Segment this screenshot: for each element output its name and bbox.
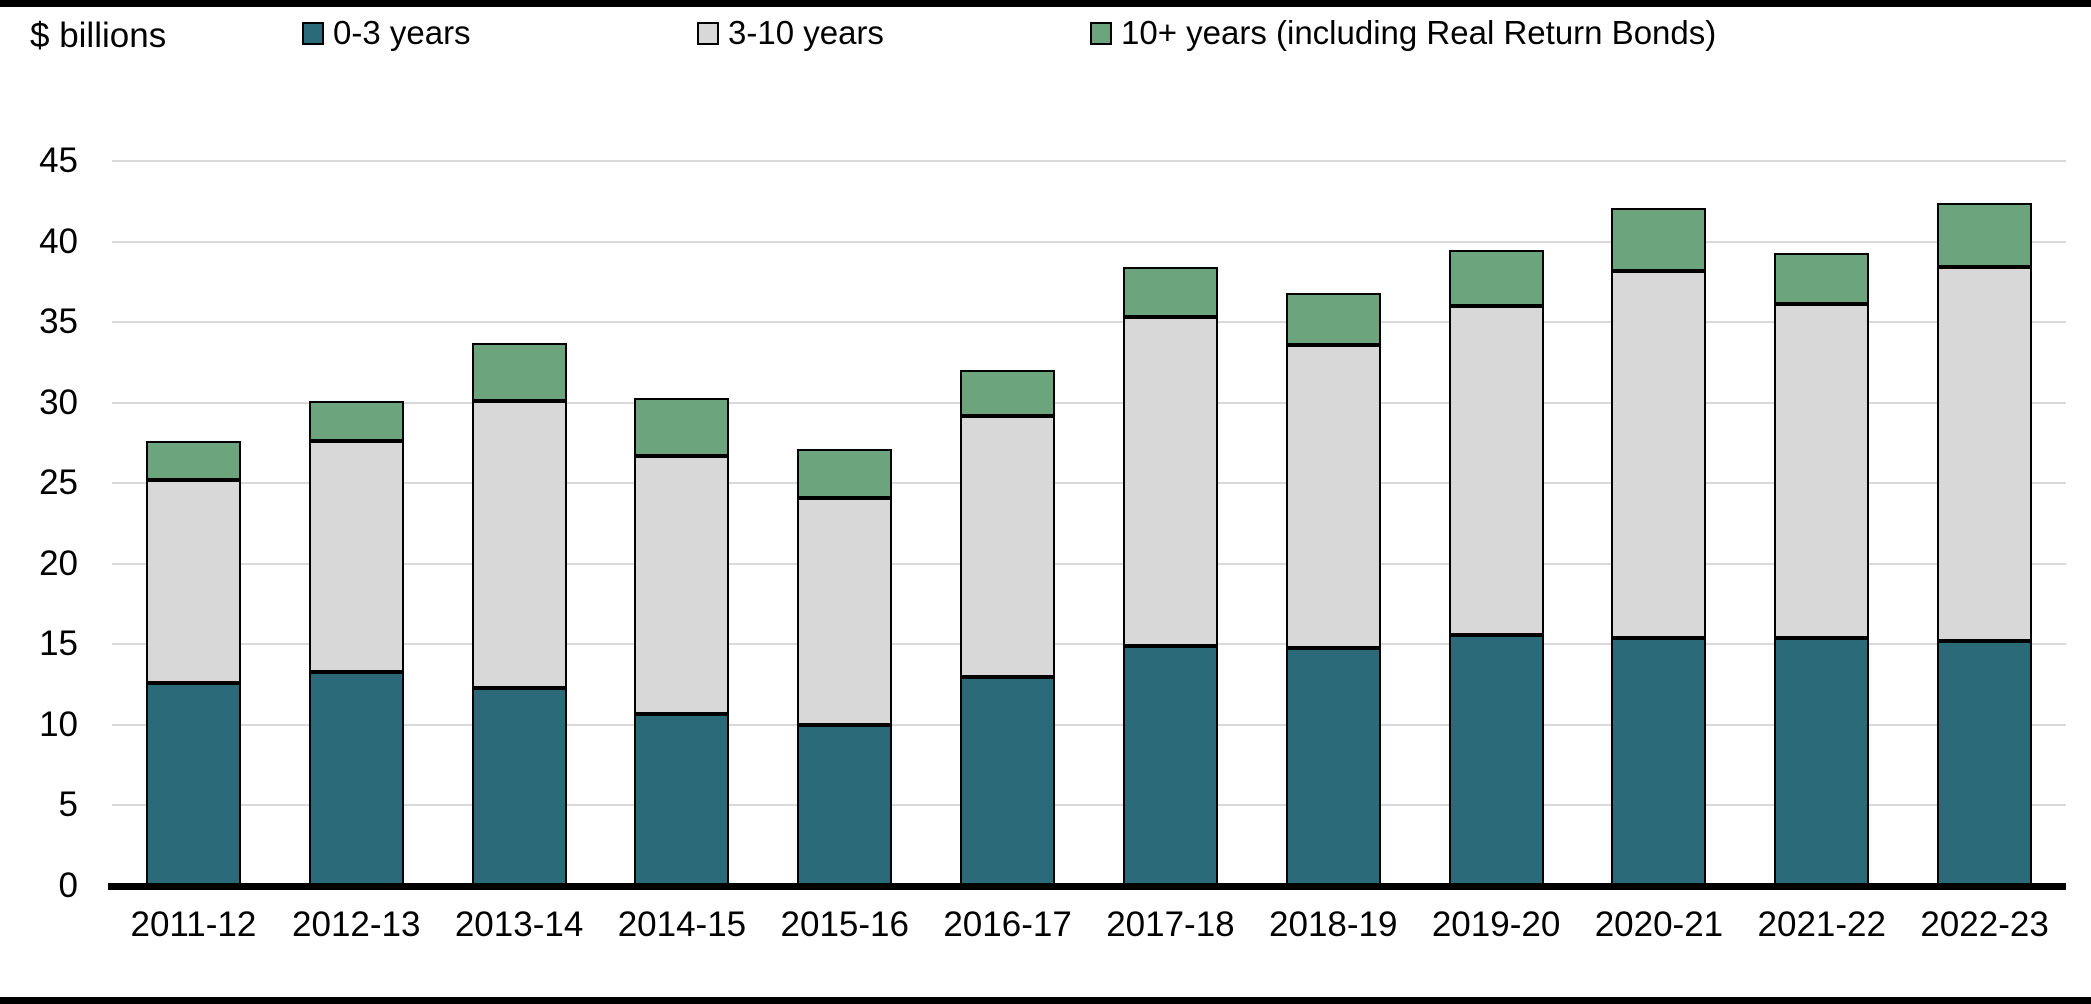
bar-segment-2018-19-10plus (1285, 293, 1381, 345)
y-tick-label-25: 25 (39, 463, 78, 503)
x-tick-label-2011-12: 2011-12 (130, 905, 257, 944)
bar-segment-2014-15-10plus (634, 397, 730, 456)
bar-segment-2020-21-3-10 (1611, 270, 1707, 638)
y-tick-label-10: 10 (39, 704, 78, 744)
bar-segment-2019-20-3-10 (1448, 306, 1544, 635)
bar-segment-2013-14-0-3 (471, 687, 567, 886)
gridline-5 (112, 804, 2066, 807)
bar-segment-2011-12-0-3 (145, 683, 241, 886)
x-tick-label-2021-22: 2021-22 (1757, 905, 1886, 944)
legend-swatch-3-10-years (697, 21, 719, 45)
legend-swatch-10-plus-years (1090, 21, 1112, 45)
x-tick-label-2013-14: 2013-14 (454, 905, 584, 944)
gridline-45 (112, 160, 2066, 162)
bar-segment-2017-18-3-10 (1122, 317, 1218, 646)
y-tick-label-20: 20 (39, 543, 78, 583)
x-tick-label-2022-23: 2022-23 (1920, 905, 2049, 944)
y-axis-units-label: $ billions (30, 16, 167, 55)
bar-segment-2020-21-0-3 (1611, 637, 1707, 886)
bar-segment-2017-18-0-3 (1122, 645, 1218, 886)
bar-segment-2022-23-10plus (1937, 202, 2033, 268)
legend-item-0-3-years: 0-3 years (302, 14, 471, 52)
bar-segment-2013-14-3-10 (471, 401, 567, 688)
bar-segment-2011-12-10plus (145, 441, 241, 480)
x-axis-line (108, 883, 2066, 890)
y-tick-label-15: 15 (39, 624, 78, 664)
legend-item-10-plus-years: 10+ years (including Real Return Bonds) (1090, 14, 1716, 52)
bottom-border (0, 997, 2091, 1004)
bar-segment-2014-15-3-10 (634, 455, 730, 714)
y-tick-label-30: 30 (39, 382, 78, 422)
bar-segment-2019-20-0-3 (1448, 634, 1544, 886)
legend-label-10-plus-years: 10+ years (including Real Return Bonds) (1121, 14, 1717, 51)
y-tick-label-45: 45 (39, 141, 78, 180)
bar-segment-2012-13-3-10 (308, 441, 404, 672)
x-tick-label-2018-19: 2018-19 (1269, 905, 1398, 944)
x-tick-label-2015-16: 2015-16 (780, 905, 909, 944)
bar-segment-2017-18-10plus (1122, 267, 1218, 318)
bar-segment-2016-17-3-10 (960, 415, 1056, 677)
x-tick-label-2017-18: 2017-18 (1106, 905, 1235, 944)
bar-segment-2019-20-10plus (1448, 249, 1544, 306)
gridline-20 (112, 562, 2066, 565)
gridline-40 (112, 240, 2066, 243)
bar-segment-2021-22-3-10 (1774, 304, 1870, 638)
bar-segment-2015-16-0-3 (797, 724, 893, 886)
bar-segment-2012-13-0-3 (308, 671, 404, 886)
y-tick-label-40: 40 (39, 221, 78, 261)
y-tick-label-35: 35 (39, 302, 78, 342)
gridline-30 (112, 401, 2066, 404)
y-tick-label-0: 0 (58, 866, 78, 905)
legend-item-3-10-years: 3-10 years (697, 14, 884, 52)
bar-segment-2013-14-10plus (471, 343, 567, 402)
bar-segment-2018-19-0-3 (1285, 647, 1381, 886)
bar-segment-2015-16-3-10 (797, 497, 893, 725)
gridline-35 (112, 321, 2066, 324)
x-tick-label-2012-13: 2012-13 (292, 905, 421, 944)
bar-segment-2020-21-10plus (1611, 207, 1707, 271)
bar-segment-2016-17-10plus (960, 370, 1056, 416)
bar-segment-2018-19-3-10 (1285, 344, 1381, 648)
bar-segment-2016-17-0-3 (960, 676, 1056, 886)
legend-label-3-10-years: 3-10 years (728, 14, 884, 51)
gridline-10 (112, 723, 2066, 726)
bar-segment-2022-23-0-3 (1937, 641, 2033, 886)
bar-segment-2011-12-3-10 (145, 480, 241, 683)
legend-swatch-0-3-years (302, 21, 324, 45)
x-tick-label-2020-21: 2020-21 (1594, 905, 1724, 944)
legend-label-0-3-years: 0-3 years (333, 14, 471, 51)
gridline-15 (112, 643, 2066, 646)
gridline-25 (112, 482, 2066, 485)
bar-segment-2022-23-3-10 (1937, 267, 2033, 642)
x-tick-label-2019-20: 2019-20 (1431, 905, 1561, 944)
bar-segment-2014-15-0-3 (634, 713, 730, 886)
bar-segment-2021-22-10plus (1774, 252, 1870, 305)
bar-segment-2012-13-10plus (308, 401, 404, 442)
bar-segment-2015-16-10plus (797, 449, 893, 498)
x-tick-label-2014-15: 2014-15 (617, 905, 747, 944)
top-border (0, 0, 2091, 7)
y-tick-label-5: 5 (58, 785, 78, 825)
x-tick-label-2016-17: 2016-17 (943, 905, 1072, 944)
bar-segment-2021-22-0-3 (1774, 637, 1870, 886)
